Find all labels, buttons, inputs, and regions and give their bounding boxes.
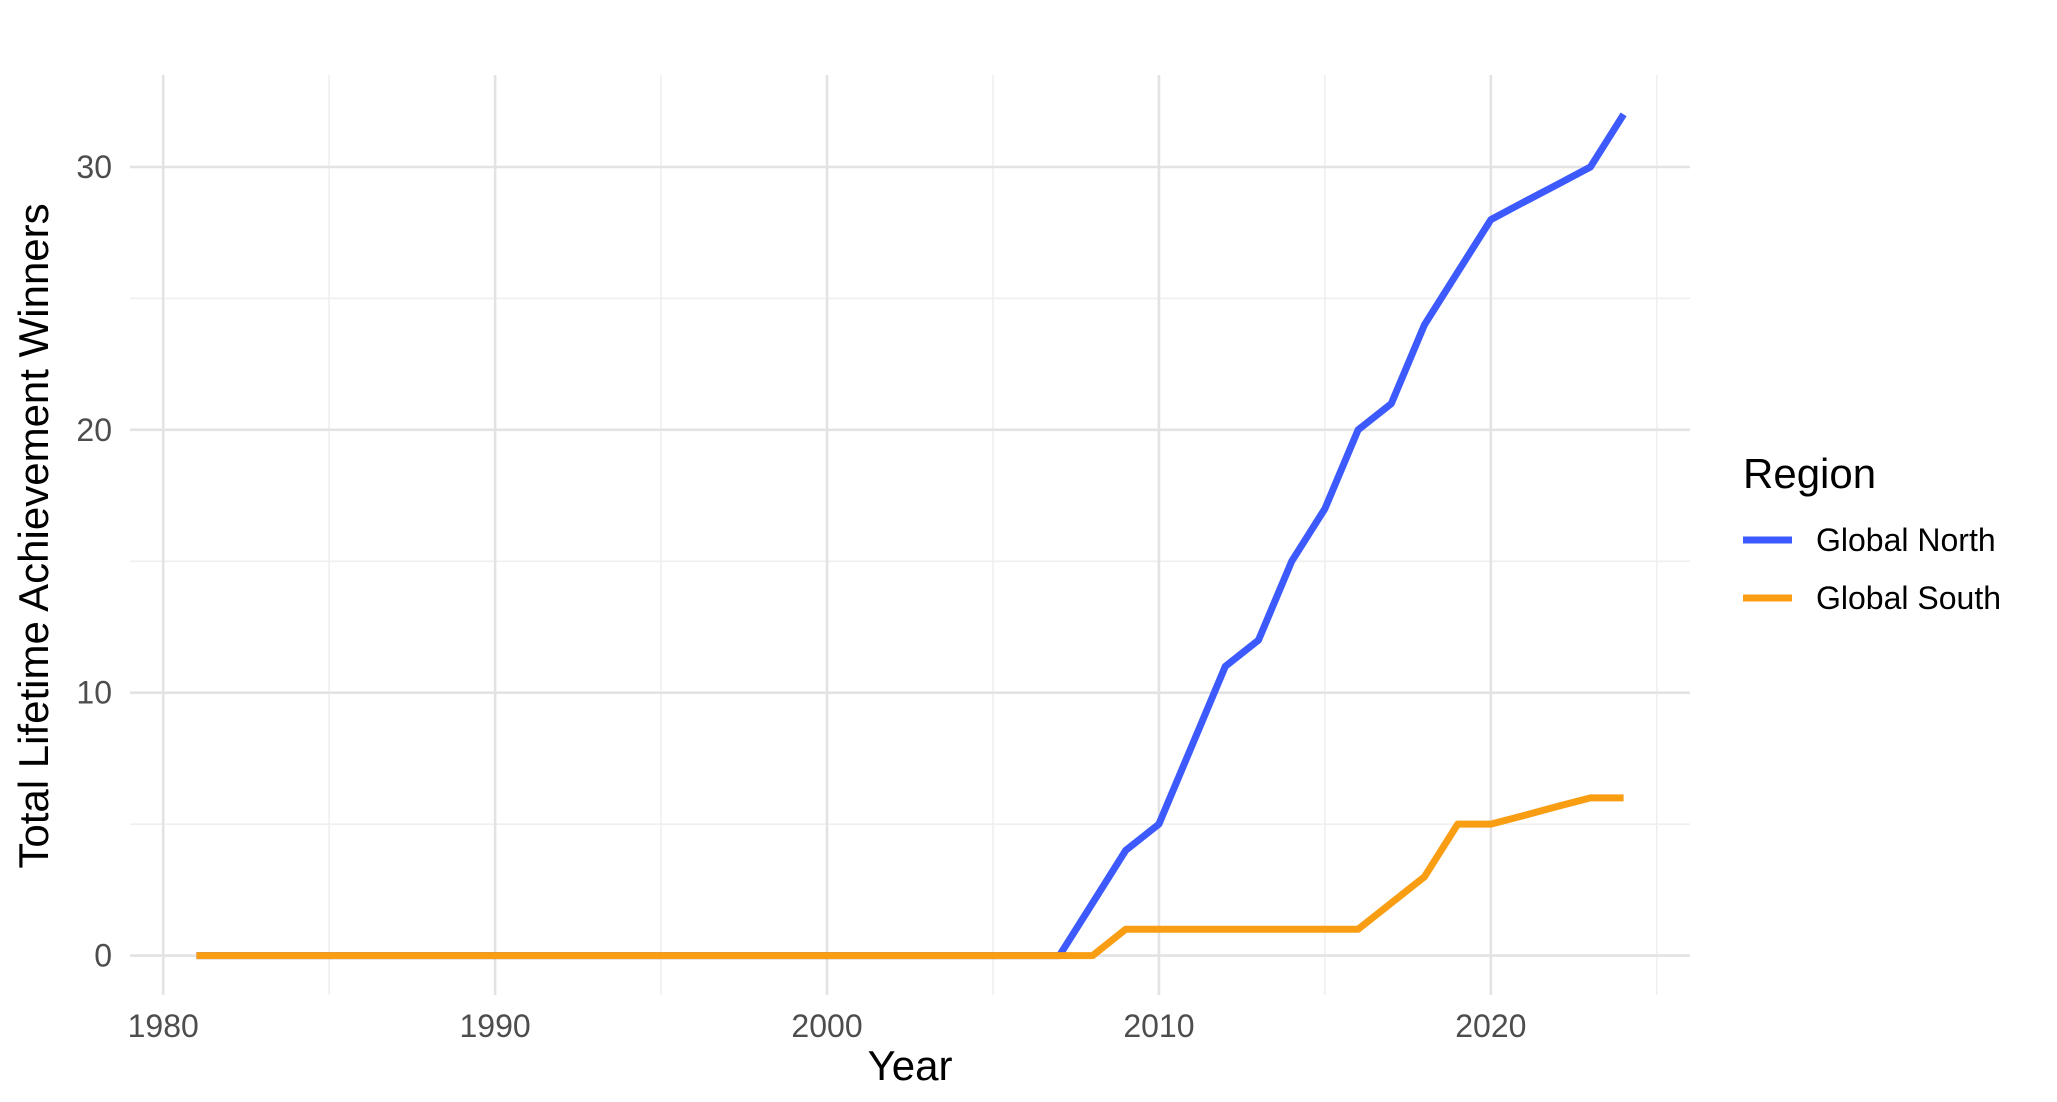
legend-label: Global North	[1816, 522, 1996, 558]
series-line-global-north	[196, 112, 1627, 960]
legend-title: Region	[1743, 450, 1876, 497]
legend-items: Global North Global South	[1743, 522, 2001, 616]
x-axis-title: Year	[868, 1042, 953, 1089]
series-line-global-south	[196, 794, 1624, 960]
y-tick-label: 0	[94, 938, 112, 974]
y-axis-tick-labels: 0 10 20 30	[76, 149, 112, 974]
x-tick-label: 1980	[128, 1008, 199, 1044]
legend-label: Global South	[1816, 580, 2001, 616]
legend: Region Global North Global South	[1743, 450, 2001, 616]
x-tick-label: 2010	[1123, 1008, 1194, 1044]
x-tick-label: 1990	[460, 1008, 531, 1044]
y-axis-title: Total Lifetime Achievement Winners	[10, 203, 57, 868]
y-tick-label: 20	[76, 412, 112, 448]
x-tick-label: 2000	[791, 1008, 862, 1044]
x-tick-label: 2020	[1455, 1008, 1526, 1044]
minor-gridlines	[130, 75, 1690, 995]
y-tick-label: 10	[76, 675, 112, 711]
x-axis-tick-labels: 1980 1990 2000 2010 2020	[128, 1008, 1527, 1044]
series-lines	[196, 112, 1627, 960]
major-gridlines	[130, 75, 1690, 995]
y-tick-label: 30	[76, 149, 112, 185]
